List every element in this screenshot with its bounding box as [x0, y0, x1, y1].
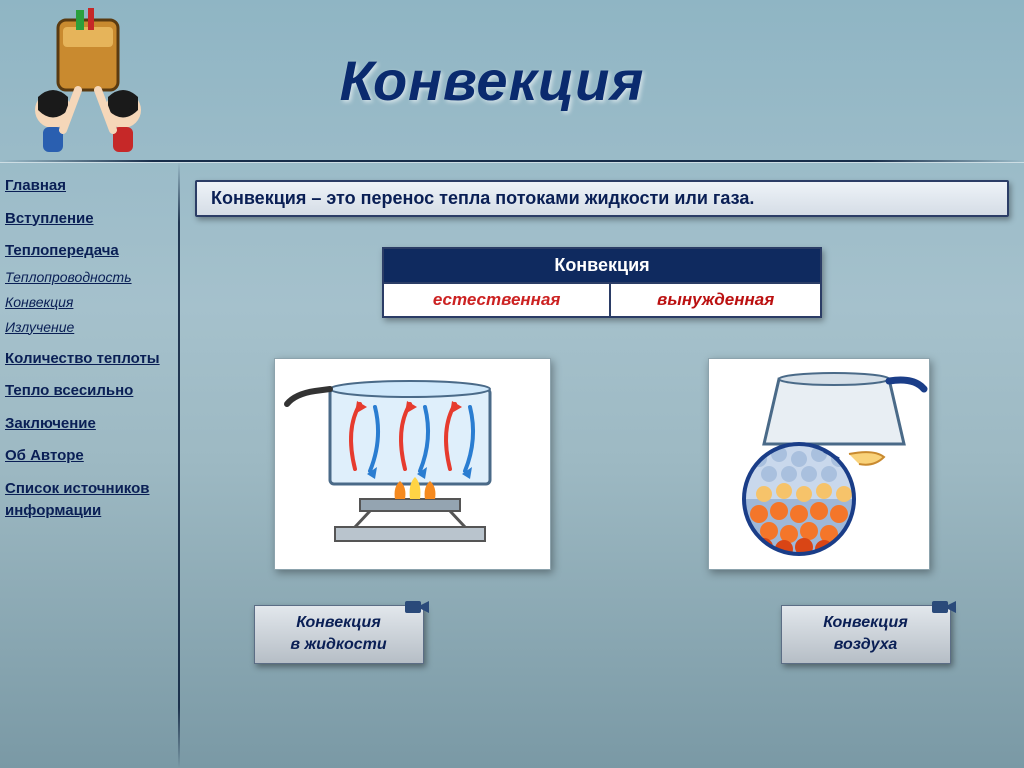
page-title: Конвекция [340, 48, 645, 113]
table-cell-forced: вынужденная [610, 283, 821, 317]
diagram-liquid-convection [274, 358, 551, 570]
caption-air-line1: Конвекция [823, 614, 907, 631]
table-cell-natural: естественная [383, 283, 610, 317]
caption-liquid-line2: в жидкости [290, 636, 386, 653]
divider-horizontal [0, 160, 1024, 162]
caption-air-line2: воздуха [834, 636, 898, 653]
sidebar: Главная Вступление Теплопередача Теплопр… [5, 175, 170, 523]
sidebar-item-author[interactable]: Об Авторе [5, 445, 170, 468]
sidebar-item-heat-quantity[interactable]: Количество теплоты [5, 348, 170, 371]
video-icon [930, 596, 958, 618]
sidebar-item-sources[interactable]: Список источников информации [5, 478, 170, 523]
sidebar-item-intro[interactable]: Вступление [5, 208, 170, 231]
sidebar-item-convection[interactable]: Конвекция [5, 292, 170, 313]
table-header: Конвекция [383, 248, 821, 283]
caption-row: Конвекция в жидкости Конвекция воздуха [195, 605, 1009, 664]
caption-air[interactable]: Конвекция воздуха [781, 605, 951, 664]
video-icon [403, 596, 431, 618]
divider-vertical [178, 162, 180, 768]
logo-illustration [8, 5, 168, 160]
header: Конвекция [0, 0, 1024, 160]
convection-types-table: Конвекция естественная вынужденная [382, 247, 822, 318]
sidebar-item-heat-transfer[interactable]: Теплопередача [5, 240, 170, 263]
sidebar-item-heat-powerful[interactable]: Тепло всесильно [5, 380, 170, 403]
caption-liquid[interactable]: Конвекция в жидкости [254, 605, 424, 664]
diagram-air-convection [708, 358, 930, 570]
sidebar-item-radiation[interactable]: Излучение [5, 317, 170, 338]
caption-liquid-line1: Конвекция [296, 614, 380, 631]
diagram-row [195, 358, 1009, 570]
sidebar-item-conductivity[interactable]: Теплопроводность [5, 267, 170, 288]
sidebar-item-conclusion[interactable]: Заключение [5, 413, 170, 436]
sidebar-item-home[interactable]: Главная [5, 175, 170, 198]
definition-box: Конвекция – это перенос тепла потоками ж… [195, 180, 1009, 217]
main-content: Конвекция – это перенос тепла потоками ж… [195, 180, 1009, 758]
